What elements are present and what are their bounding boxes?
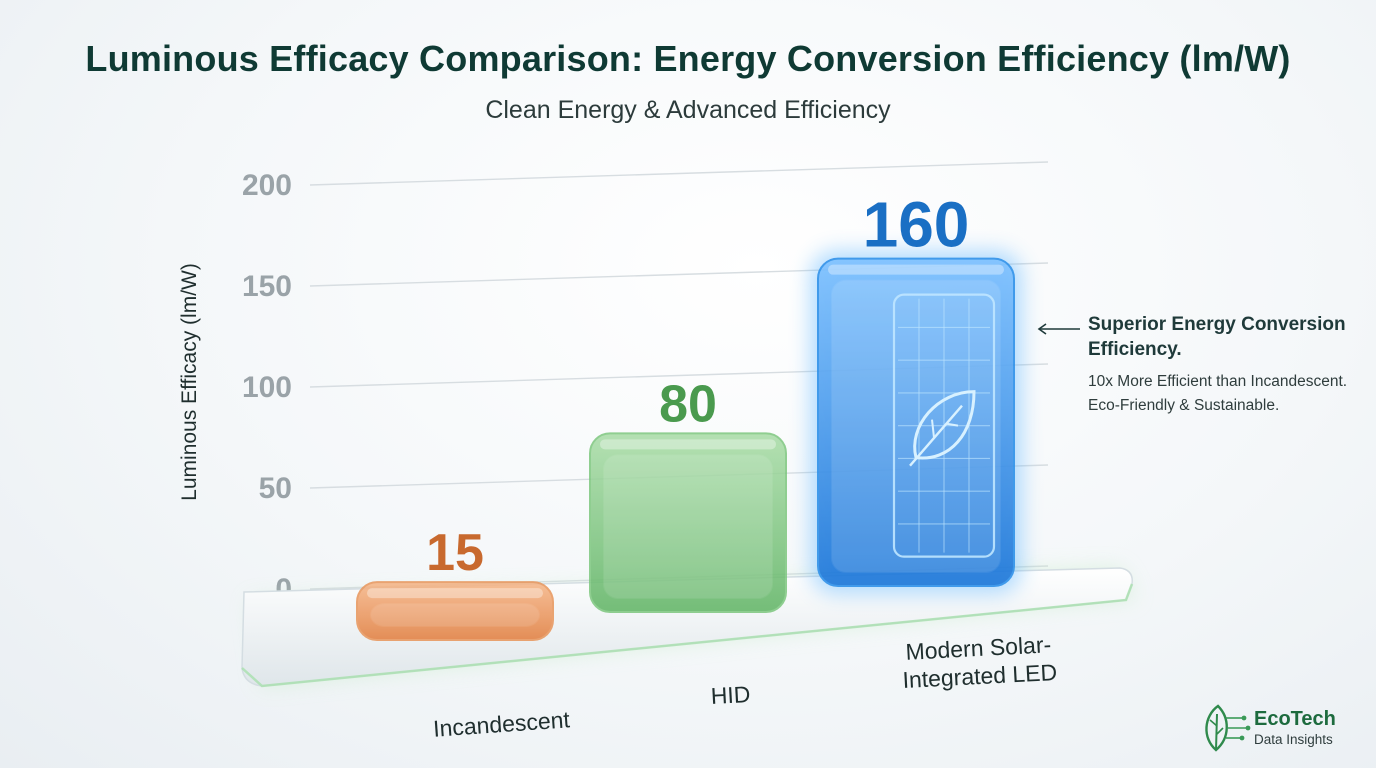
arrow-left-icon [1037, 323, 1080, 335]
data-label: 160 [863, 189, 970, 261]
y-tick-label: 100 [242, 371, 292, 404]
data-labels: 15 80 160 [426, 189, 969, 582]
bar-modern-solar-integrated-led [810, 250, 1022, 594]
data-label: 80 [659, 375, 717, 433]
annotation-line-2: Eco-Friendly & Sustainable. [1088, 397, 1280, 414]
annotation-line-1: 10x More Efficient than Incandescent. [1088, 373, 1348, 390]
chart-subtitle: Clean Energy & Advanced Efficiency [485, 96, 891, 124]
grid-line [309, 161, 1049, 186]
x-category-label: Incandescent [432, 706, 571, 742]
data-label: 15 [426, 524, 484, 582]
x-category-label: HID [710, 681, 751, 709]
leaf-circuit-icon [1205, 704, 1251, 752]
chart-title: Luminous Efficacy Comparison: Energy Con… [85, 38, 1291, 79]
bar-hid [589, 432, 787, 613]
annotation-heading: Superior Energy Conversion Efficiency. [1088, 314, 1346, 360]
logo: EcoTech Data Insights [1254, 708, 1336, 747]
bar-incandescent [356, 581, 554, 642]
y-tick-label: 50 [259, 472, 292, 505]
y-tick-label: 200 [242, 169, 292, 202]
efficiency-annotation: Superior Energy Conversion Efficiency. 1… [1088, 312, 1358, 418]
bars [356, 250, 1022, 642]
logo-name: EcoTech [1254, 708, 1336, 730]
logo-tagline: Data Insights [1254, 732, 1333, 747]
annotation-body: 10x More Efficient than Incandescent. Ec… [1088, 370, 1358, 418]
solar-panel-leaf-icon [892, 293, 996, 558]
y-tick-label: 150 [242, 270, 292, 303]
x-category-label: Modern Solar-Integrated LED [900, 631, 1057, 693]
y-axis-label: Luminous Efficacy (lm/W) [178, 263, 201, 501]
